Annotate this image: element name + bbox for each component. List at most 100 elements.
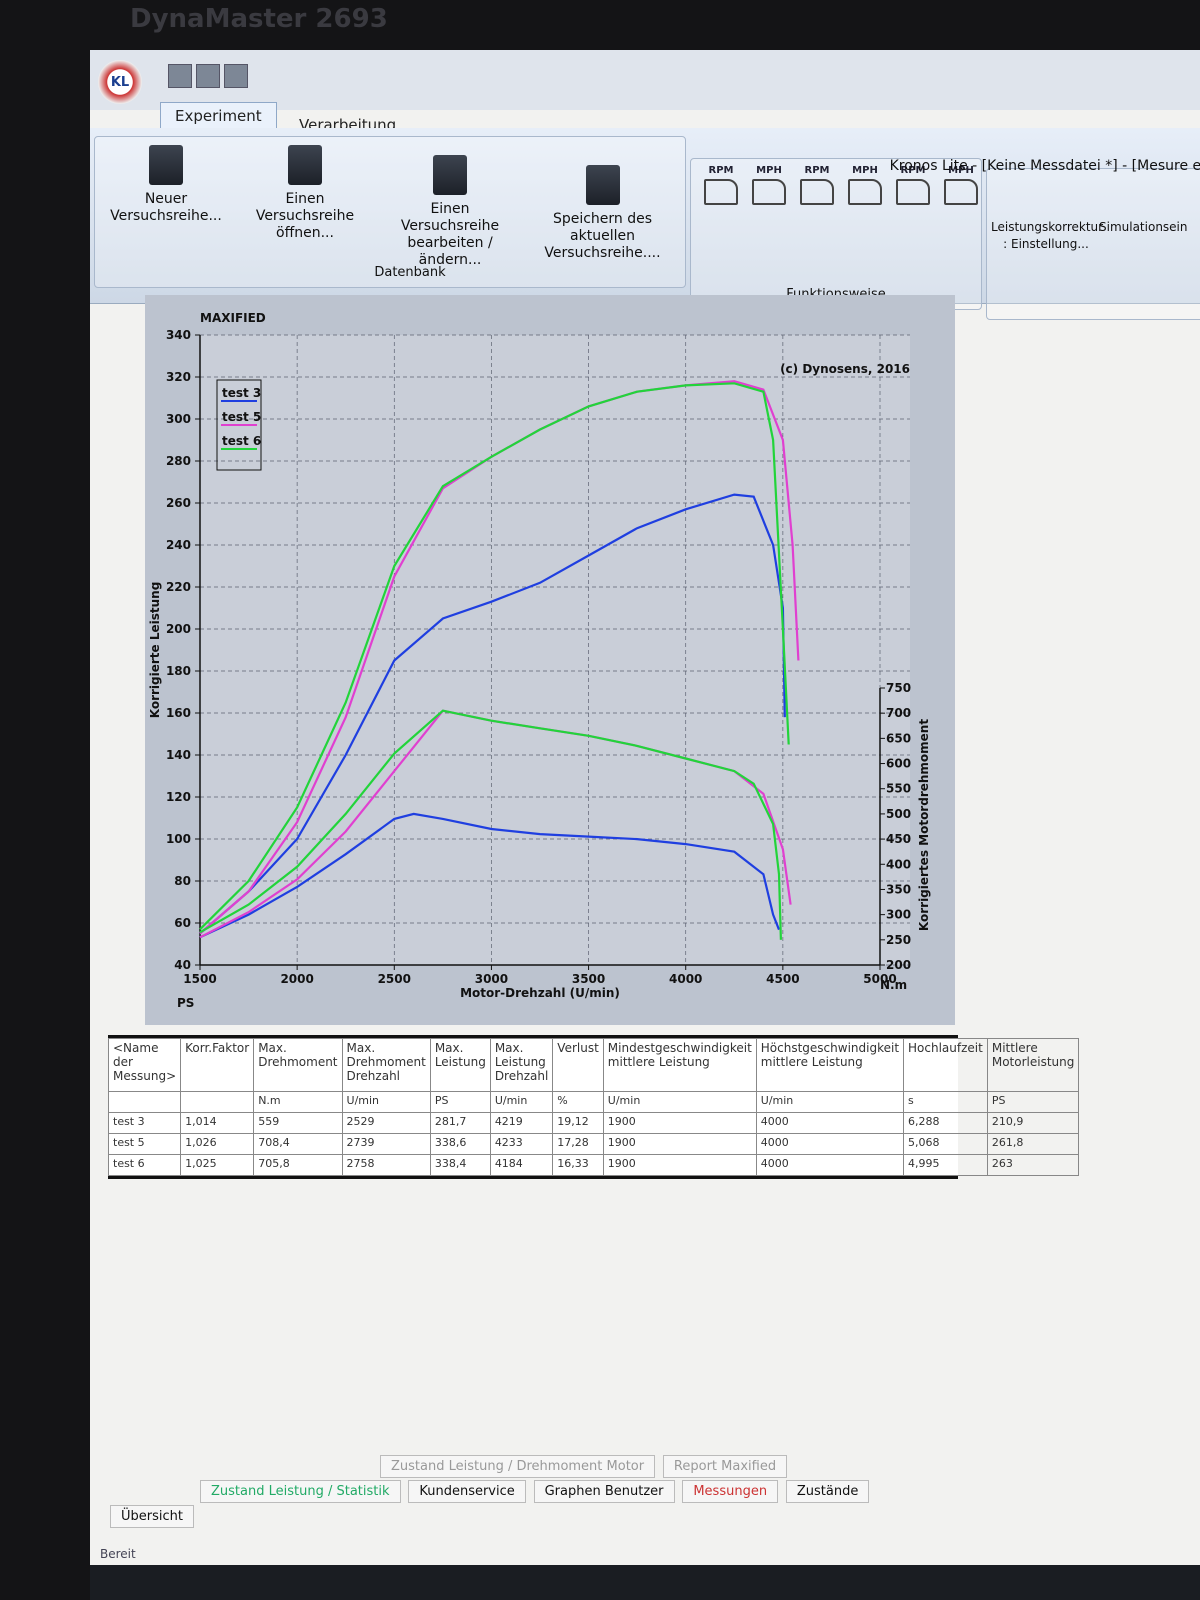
table-cell: Hochlaufzeit — [903, 1038, 988, 1092]
sheet-tab[interactable]: Zustand Leistung / Statistik — [200, 1480, 401, 1503]
table-cell: 210,9 — [986, 1112, 1080, 1134]
y2-tick-label: 250 — [886, 933, 911, 947]
y2-unit: N.m — [880, 978, 907, 992]
y2-tick-label: 650 — [886, 731, 911, 745]
sheet-tab[interactable]: Zustände — [785, 1480, 870, 1503]
table-cell: 19,12 — [552, 1112, 604, 1134]
mode-button[interactable]: RPM — [793, 165, 841, 208]
table-cell: Höchstgeschwindigkeit mittlere Leistung — [755, 1038, 905, 1092]
sheet-tab[interactable]: Graphen Benutzer — [533, 1480, 675, 1503]
quick-access-bar: KL — [90, 50, 1200, 110]
x-tick-label: 5000 — [863, 972, 896, 986]
ribbon-button[interactable]: Speichern des aktuellen Versuchsreihe...… — [525, 165, 680, 262]
y-tick-label: 260 — [166, 496, 191, 510]
table-cell: 6,288 — [903, 1112, 988, 1134]
mode-icon — [800, 179, 834, 205]
y-tick-label: 300 — [166, 412, 191, 426]
mode-label: RPM — [804, 165, 830, 176]
table-cell: % — [552, 1091, 604, 1113]
table-cell: 4219 — [489, 1112, 554, 1134]
table: <Name der Messung> Korr.Faktor Max. Drehmo… — [107, 1038, 1080, 1176]
table-cell: 263 — [986, 1154, 1080, 1176]
copyright: (c) Dynosens, 2016 — [780, 362, 910, 376]
table-cell: 1900 — [602, 1133, 757, 1155]
mode-icon — [752, 179, 786, 205]
mode-button[interactable]: RPM — [697, 165, 745, 208]
table-cell: 338,6 — [429, 1133, 491, 1155]
mode-buttons: RPM MPH RPM MPH RPM MPH — [697, 165, 985, 208]
y2-tick-label: 750 — [886, 681, 911, 695]
table-cell: U/min — [489, 1091, 554, 1113]
y-tick-label: 220 — [166, 580, 191, 594]
y2-tick-label: 200 — [886, 958, 911, 972]
table-cell: Verlust — [552, 1038, 604, 1092]
y2-tick-label: 700 — [886, 706, 911, 720]
table-row: <Name der Messung> Korr.Faktor Max. Drehmo… — [107, 1038, 1080, 1092]
table-cell: N.m — [253, 1091, 343, 1113]
power-line — [199, 382, 790, 931]
mode-button[interactable]: MPH — [745, 165, 793, 208]
legend-box — [216, 379, 262, 471]
mode-label: MPH — [852, 165, 878, 176]
y2-tick-label: 300 — [886, 908, 911, 922]
table-cell: <Name der Messung> — [107, 1038, 182, 1092]
table-cell: Mindestgeschwindigkeit mittlere Leistung — [602, 1038, 757, 1092]
ribbon-button[interactable]: Simulationsein — [1099, 220, 1188, 234]
button-label: Speichern des aktuellen Versuchsreihe...… — [544, 211, 661, 261]
button-label: Einen Versuchsreihe öffnen... — [255, 191, 355, 241]
app-logo[interactable]: KL — [98, 60, 142, 104]
table-cell: 1900 — [602, 1154, 757, 1176]
qat-button[interactable] — [224, 64, 248, 88]
ribbon-button[interactable]: Einen Versuchsreihe öffnen... — [235, 145, 375, 242]
torque-line — [199, 709, 782, 940]
table-cell: 17,28 — [552, 1133, 604, 1155]
table-cell: Mittlere Motorleistung — [986, 1038, 1080, 1092]
table-cell: 2758 — [341, 1154, 431, 1176]
screen: KL Experiment Verarbeitung Werkzeuge Neu… — [90, 50, 1200, 1600]
button-icon — [288, 145, 322, 185]
mode-button[interactable]: MPH — [937, 165, 985, 208]
window-title: Kronos Lite - [Keine Messdatei *] - [Mes… — [889, 158, 1200, 174]
sheet-tab[interactable]: Report Maxified — [662, 1455, 788, 1478]
table-cell: s — [903, 1091, 988, 1113]
ribbon-button[interactable]: Leistungskorrektur : Einstellung... — [991, 220, 1104, 251]
mode-label: RPM — [900, 165, 926, 176]
table-cell: 4233 — [489, 1133, 554, 1155]
sheet-tab[interactable]: Messungen — [682, 1480, 779, 1503]
x-tick-label: 2500 — [378, 972, 411, 986]
sheet-tab[interactable]: Kundenservice — [408, 1480, 526, 1503]
qat-button[interactable] — [168, 64, 192, 88]
button-label: Einen Versuchsreihe bearbeiten / ändern.… — [400, 201, 500, 268]
y-tick-label: 60 — [174, 916, 191, 930]
sheet-tab[interactable]: Zustand Leistung / Drehmoment Motor — [380, 1455, 656, 1478]
ribbon-tab[interactable]: Experiment — [160, 102, 277, 129]
button-icon — [149, 145, 183, 185]
table-cell: 281,7 — [429, 1112, 491, 1134]
power-line — [199, 493, 786, 935]
qat-button[interactable] — [196, 64, 220, 88]
sheet-tab[interactable]: Übersicht — [110, 1505, 194, 1528]
ribbon-button[interactable]: Neuer Versuchsreihe... — [101, 145, 231, 225]
table-cell: 2529 — [341, 1112, 431, 1134]
table-cell: 1,025 — [180, 1154, 255, 1176]
table-cell: 1,014 — [180, 1112, 255, 1134]
tab-row: Übersicht — [110, 1505, 873, 1528]
table-cell: 5,068 — [903, 1133, 988, 1155]
mode-icon — [944, 179, 978, 205]
tab-row: Zustand Leistung / Drehmoment Motor Repo… — [380, 1455, 873, 1478]
table-cell: PS — [429, 1091, 491, 1113]
table-cell: U/min — [602, 1091, 757, 1113]
mode-button[interactable]: MPH — [841, 165, 889, 208]
taskbar — [90, 1565, 1200, 1600]
y-tick-label: 80 — [174, 874, 191, 888]
table-cell — [180, 1091, 255, 1113]
y2-tick-label: 600 — [886, 757, 911, 771]
x-axis-label: Motor-Drehzahl (U/min) — [460, 986, 620, 1000]
ribbon-button[interactable]: Einen Versuchsreihe bearbeiten / ändern.… — [380, 155, 520, 269]
x-tick-label: 4500 — [766, 972, 799, 986]
mode-button[interactable]: RPM — [889, 165, 937, 208]
table-cell — [107, 1091, 182, 1113]
table-cell: U/min — [755, 1091, 905, 1113]
table-cell: 2739 — [341, 1133, 431, 1155]
